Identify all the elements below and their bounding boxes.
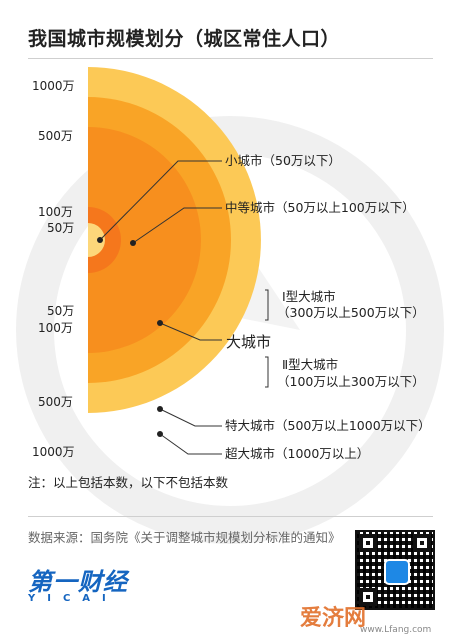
dot-large xyxy=(157,320,163,326)
label-large-type2-range: （100万以上300万以下） xyxy=(277,374,425,389)
ring-large xyxy=(88,127,201,353)
label-small-city: 小城市（50万以下） xyxy=(225,153,341,168)
scale-top-100: 100万 xyxy=(38,205,73,219)
qr-finder-tr xyxy=(413,534,431,552)
qr-finder-bl xyxy=(359,588,377,606)
scale-top-50: 50万 xyxy=(47,221,75,235)
page-title: 我国城市规模划分（城区常住人口） xyxy=(28,28,341,50)
dot-extra xyxy=(157,406,163,412)
leader-super xyxy=(159,433,222,455)
qr-finder-tl xyxy=(359,534,377,552)
watermark-url: www.Lfang.com xyxy=(360,625,432,635)
label-extra-large-city: 特大城市（500万以上1000万以下） xyxy=(225,418,431,433)
label-medium-city: 中等城市（50万以上100万以下） xyxy=(225,200,415,215)
scale-bottom-1000: 1000万 xyxy=(32,445,75,459)
leader-medium xyxy=(132,207,222,244)
dot-super xyxy=(157,431,163,437)
leader-small xyxy=(99,160,222,241)
ring-small xyxy=(88,223,105,257)
qr-code xyxy=(355,530,435,610)
label-large-type1: Ⅰ型大城市 xyxy=(282,289,336,304)
leader-large-type2 xyxy=(265,356,269,388)
scale-bottom-100: 100万 xyxy=(38,321,73,335)
footnote: 注：以上包括本数，以下不包括本数 xyxy=(28,475,229,490)
leader-large xyxy=(159,322,222,341)
scale-top-1000: 1000万 xyxy=(32,79,75,93)
dot-small xyxy=(97,237,103,243)
footer-divider xyxy=(28,516,433,517)
leader-large-type1 xyxy=(265,289,269,321)
label-large-type1-range: （300万以上500万以下） xyxy=(277,305,425,320)
yicai-logo: 第一财经 YICAI xyxy=(28,562,128,604)
scale-bottom-500: 500万 xyxy=(38,395,73,409)
label-large-city: 大城市 xyxy=(226,333,272,351)
leader-extra xyxy=(159,408,222,427)
scale-bottom-50: 50万 xyxy=(47,304,75,318)
qr-center-logo xyxy=(384,559,410,585)
source-text: 数据来源：国务院《关于调整城市规模划分标准的通知》 xyxy=(28,530,341,545)
dot-medium xyxy=(130,240,136,246)
watermark-logo: 爱济网 xyxy=(300,606,367,631)
bg-watermark-ring xyxy=(16,116,444,544)
label-large-type2: Ⅱ型大城市 xyxy=(282,357,339,372)
brand-sub: YICAI xyxy=(28,593,118,604)
scale-top-500: 500万 xyxy=(38,129,73,143)
brand-name: 第一财经 xyxy=(28,568,128,596)
label-super-large-city: 超大城市（1000万以上） xyxy=(225,446,370,461)
title-divider xyxy=(28,58,433,59)
